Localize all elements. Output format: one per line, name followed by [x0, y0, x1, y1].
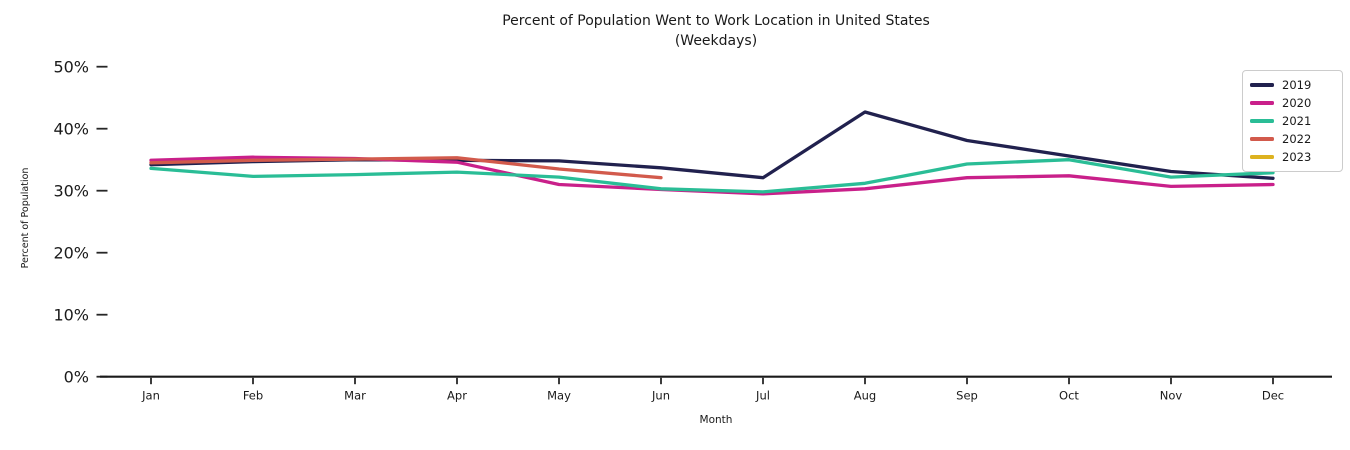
chart-title: Percent of Population Went to Work Locat… [502, 13, 930, 29]
x-axis-label: Month [700, 414, 733, 426]
line-2019 [149, 110, 1275, 180]
legend-label: 2022 [1282, 132, 1312, 146]
y-tick-label: 40% [53, 119, 89, 138]
legend-item-2020: 2020 [1250, 94, 1334, 112]
legend-label: 2019 [1282, 78, 1312, 92]
y-tick-label: 50% [53, 57, 89, 76]
legend-swatch-2022 [1250, 137, 1274, 141]
y-axis: 0% 10% 20% 30% 40% 50% [53, 57, 108, 386]
legend-swatch-2019 [1250, 83, 1274, 87]
x-tick-label: Jun [651, 389, 670, 403]
y-tick-label: 30% [53, 181, 89, 200]
line-2021 [149, 158, 1275, 194]
x-tick-label: Aug [854, 389, 876, 403]
legend-swatch-2020 [1250, 101, 1274, 105]
legend-item-2023: 2023 [1250, 148, 1334, 166]
y-axis-label: Percent of Population [20, 168, 31, 269]
x-axis: Jan Feb Mar Apr May Jun Jul Aug Sep Oct Nov Dec [100, 375, 1332, 403]
x-tick-label: Oct [1059, 389, 1079, 403]
legend-label: 2023 [1282, 150, 1312, 164]
legend-label: 2020 [1282, 96, 1312, 110]
legend-swatch-2023 [1250, 155, 1274, 159]
line-2022 [149, 156, 663, 180]
x-tick-label: Mar [344, 389, 366, 403]
y-tick-label: 0% [64, 367, 89, 386]
x-tick-label: Dec [1262, 389, 1284, 403]
legend-item-2022: 2022 [1250, 130, 1334, 148]
x-tick-label: Feb [243, 389, 263, 403]
y-tick-label: 10% [53, 305, 89, 324]
legend-item-2019: 2019 [1250, 76, 1334, 94]
x-tick-label: Apr [447, 389, 467, 403]
plot-lines [149, 110, 1275, 196]
x-tick-label: Sep [956, 389, 978, 403]
y-tick-label: 20% [53, 243, 89, 262]
chart-subtitle: (Weekdays) [675, 33, 757, 49]
x-tick-label: Nov [1160, 389, 1183, 403]
legend-label: 2021 [1282, 114, 1312, 128]
x-tick-label: Jan [141, 389, 160, 403]
legend: 2019 2020 2021 2022 2023 [1242, 70, 1343, 172]
x-tick-label: Jul [755, 389, 770, 403]
legend-item-2021: 2021 [1250, 112, 1334, 130]
legend-swatch-2021 [1250, 119, 1274, 123]
x-tick-label: May [547, 389, 571, 403]
